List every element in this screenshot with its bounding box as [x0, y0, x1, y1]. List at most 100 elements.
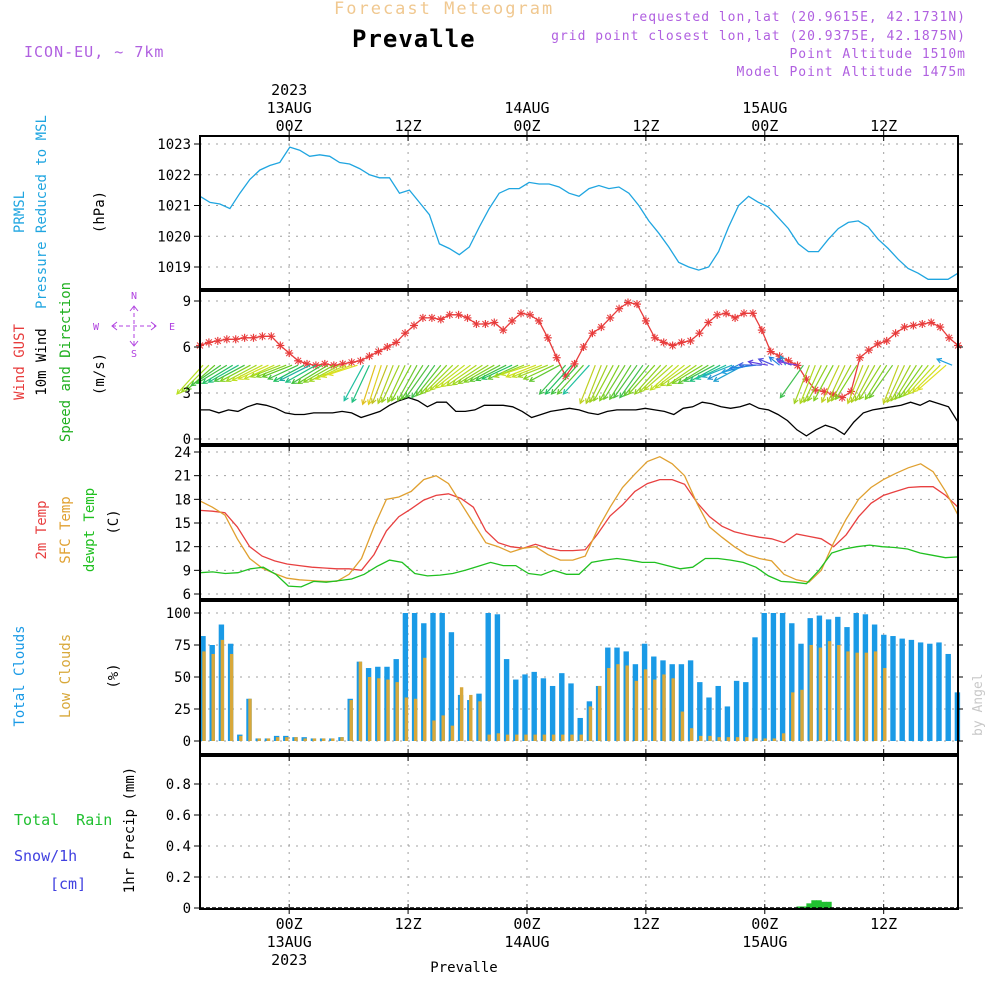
low-cloud-bar	[855, 652, 859, 741]
rain-bar	[811, 900, 817, 908]
low-cloud-bar	[367, 677, 372, 741]
grid-layer	[200, 136, 958, 909]
low-cloud-bar	[377, 678, 381, 741]
gust-marker	[650, 333, 659, 342]
wind-direction-arrow	[434, 364, 465, 389]
total-cloud-bar	[513, 679, 519, 741]
wind-direction-arrow	[649, 364, 679, 391]
bottom-time-label: 00Z	[513, 915, 540, 933]
low-cloud-bar	[505, 734, 510, 741]
top-time-label: 00Z	[513, 117, 540, 135]
location-name: Prevalle	[352, 25, 476, 53]
low-cloud-bar	[561, 734, 565, 741]
total-cloud-bar	[917, 642, 924, 741]
gust-marker	[882, 336, 891, 345]
bottom-time-label: 12Z	[632, 915, 659, 933]
wind-direction-arrow	[207, 364, 239, 383]
wind-direction-arrow	[613, 364, 638, 399]
low-cloud-bar	[689, 728, 694, 741]
wind-direction-arrow	[633, 364, 662, 395]
low-cloud-bar	[423, 657, 427, 741]
y-tick-label: 25	[174, 702, 191, 718]
wind-direction-arrow	[267, 364, 299, 380]
sfc-temp-label: SFC Temp	[58, 496, 74, 563]
wind-direction-arrow	[643, 364, 673, 391]
wind-speed-line	[200, 396, 959, 437]
gust-marker	[294, 356, 303, 365]
wind-direction-arrow	[799, 364, 816, 405]
low-cloud-bar	[248, 698, 252, 741]
gust-marker	[597, 323, 606, 332]
gust-marker	[472, 320, 481, 328]
bottom-time-label: 14AUG	[504, 933, 549, 951]
gust-marker	[204, 338, 213, 347]
wind-direction-arrow	[445, 364, 477, 387]
wind-direction-arrow	[237, 364, 269, 380]
wind-direction-arrow	[517, 364, 549, 378]
gust-marker	[748, 309, 757, 318]
wind-direction-arrow	[623, 364, 650, 397]
low-cloud-bar	[229, 653, 234, 741]
wind-direction-arrow	[278, 364, 311, 382]
low-cloud-bar	[404, 697, 409, 741]
low-cloud-bar	[818, 647, 823, 741]
y-tick-label: 9	[183, 294, 191, 310]
low-cloud-bar	[533, 734, 537, 741]
low-cloud-bar	[634, 680, 639, 741]
low-cloud-bar	[441, 715, 445, 741]
low-cloud-bar	[699, 735, 703, 741]
gust-marker	[579, 343, 588, 351]
low-cloud-bar	[864, 652, 869, 741]
gust-marker	[927, 318, 936, 327]
snow-unit-label: [cm]	[50, 875, 86, 893]
wind-direction-arrow	[779, 364, 804, 399]
y-tick-label: 1020	[157, 229, 191, 245]
low-cloud-bar	[754, 738, 758, 741]
total-cloud-bar	[752, 637, 758, 741]
wind-gust-label: Wind GUST	[12, 324, 28, 400]
rain-bar	[801, 906, 807, 908]
compass-e: E	[169, 322, 175, 333]
wind-direction-arrow	[902, 364, 929, 397]
low-cloud-bar	[349, 700, 353, 741]
wind-direction-arrow	[493, 364, 525, 378]
low-cloud-bar	[542, 734, 547, 741]
low-cloud-bar	[809, 645, 813, 741]
wind-direction-arrow	[544, 364, 573, 395]
snow-label: Snow/1h	[14, 847, 77, 865]
total-cloud-bar	[743, 682, 749, 741]
low-cloud-bar	[680, 711, 685, 741]
pressure-unit: (hPa)	[92, 191, 108, 233]
bottom-time-label: 12Z	[870, 915, 897, 933]
rain-bar	[821, 901, 827, 908]
gust-marker	[633, 300, 641, 309]
wind-direction-arrow	[807, 364, 828, 402]
wind-direction-arrow	[225, 364, 257, 382]
panel-frame	[199, 290, 959, 445]
gust-marker	[454, 310, 463, 319]
gust-marker	[873, 339, 882, 348]
top-time-label: 12Z	[395, 117, 422, 135]
gust-marker	[543, 333, 552, 342]
low-cloud-bar	[487, 734, 491, 741]
panel-frame	[199, 755, 959, 910]
pressure-line	[199, 146, 959, 280]
bottom-time-label: 2023	[271, 951, 307, 969]
top-time-label: 12Z	[632, 117, 659, 135]
gust-marker	[945, 333, 954, 342]
temp-2m-line	[199, 478, 959, 571]
compass-s: S	[131, 349, 137, 360]
gust-marker	[365, 352, 374, 361]
wind-direction-arrow	[701, 364, 733, 378]
wind-direction-arrow	[850, 364, 870, 404]
gust-marker	[855, 353, 864, 362]
total-cloud-bar	[430, 613, 436, 741]
wind-direction-arrow	[249, 364, 281, 378]
low-cloud-bar	[726, 737, 731, 741]
top-time-label: 15AUG	[742, 99, 787, 117]
low-cloud-bar	[846, 651, 850, 741]
low-cloud-bar	[432, 720, 436, 741]
total-cloud-bar	[770, 613, 777, 741]
y-tick-label: 0	[183, 432, 191, 448]
wind-direction-arrow	[599, 364, 620, 402]
